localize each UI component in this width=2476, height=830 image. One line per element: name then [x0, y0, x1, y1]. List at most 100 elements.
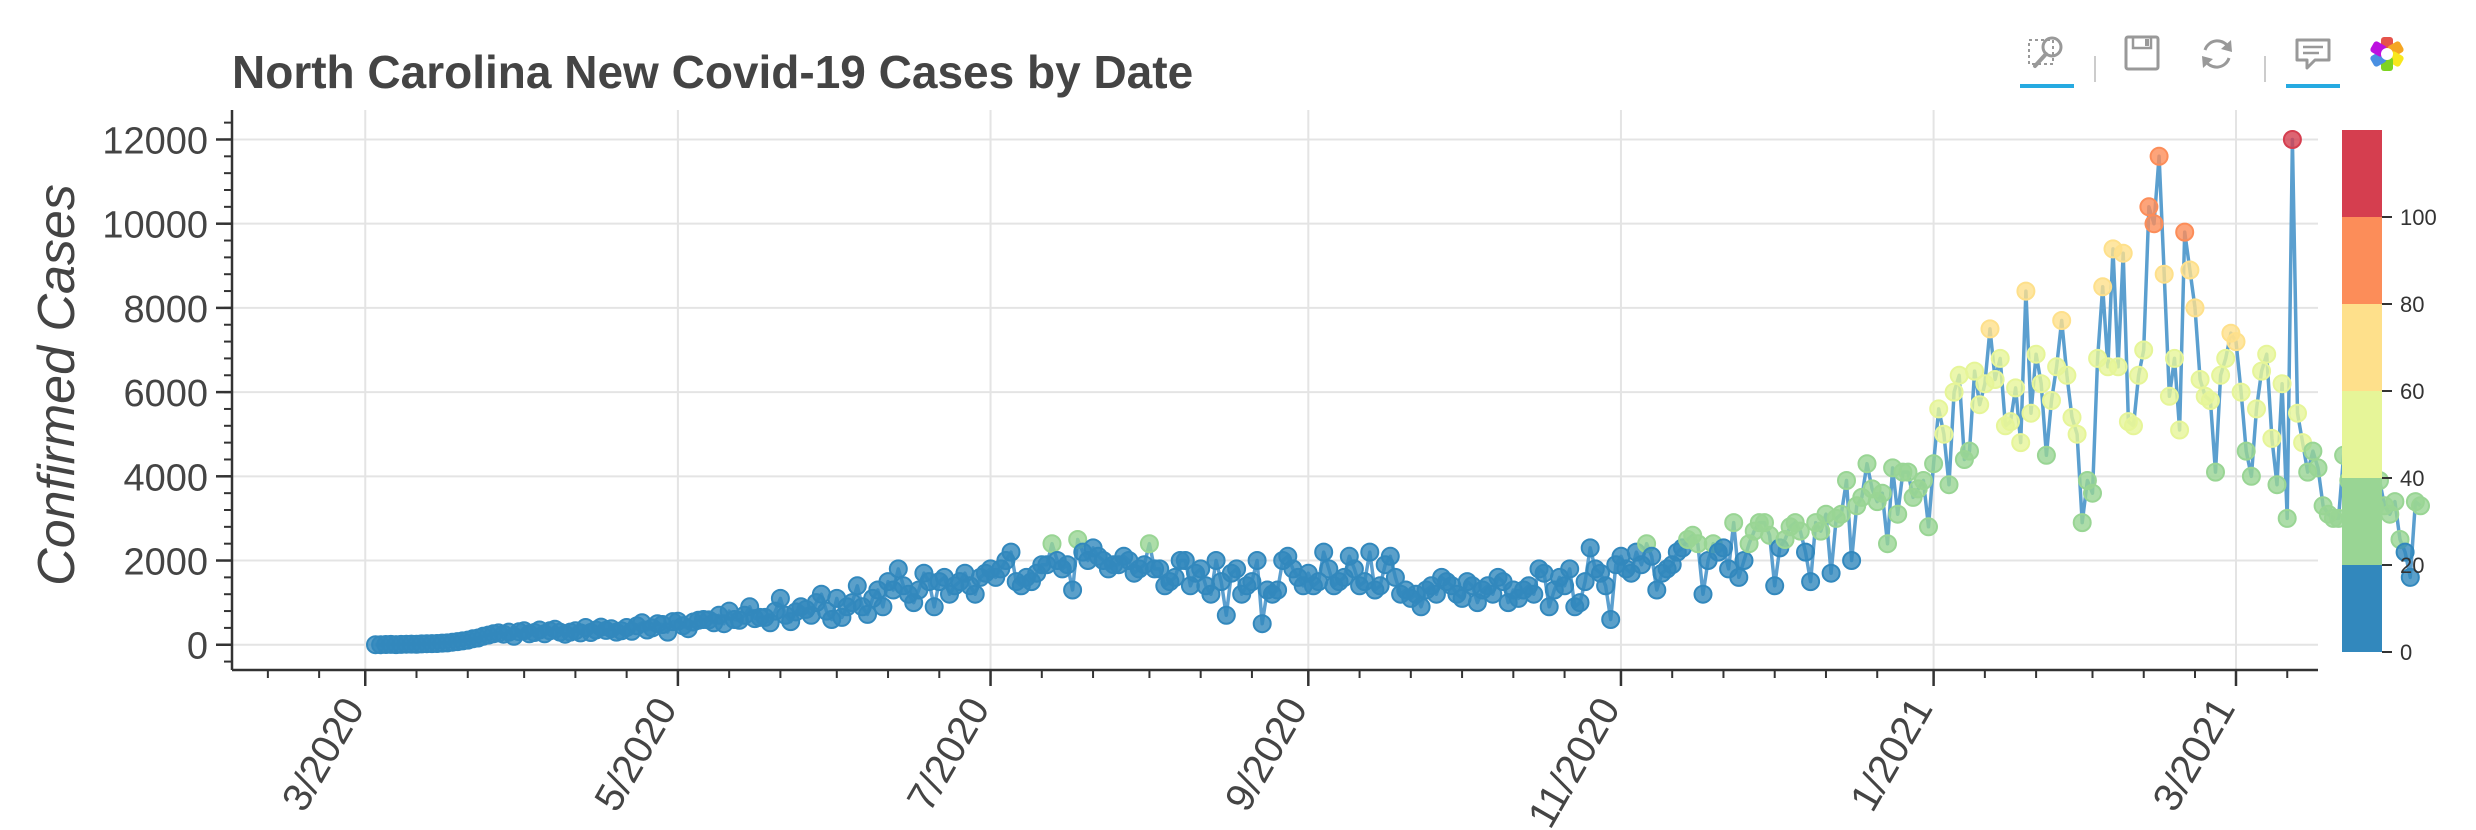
reset-icon — [2202, 39, 2232, 69]
data-point — [2400, 567, 2420, 587]
data-point — [1729, 567, 1749, 587]
data-point — [1924, 454, 1944, 474]
box-zoom-icon — [2028, 36, 2063, 68]
data-point — [1534, 563, 1554, 583]
data-point — [1139, 534, 1159, 554]
hover-tool[interactable] — [2286, 32, 2340, 88]
data-point — [1872, 483, 1892, 503]
data-point — [2067, 424, 2087, 444]
data-point — [1483, 584, 1503, 604]
data-point — [2149, 146, 2169, 166]
data-point — [2154, 264, 2174, 284]
data-point — [1985, 370, 2005, 389]
data-point — [2272, 374, 2292, 394]
data-point — [811, 584, 831, 604]
axes: 0 2000 4000 6000 8000 10000 12000 3/2020 5/2020 7… — [102, 110, 2318, 830]
data-point — [965, 584, 985, 604]
data-point — [1647, 580, 1667, 600]
save-tool[interactable] — [2116, 32, 2170, 88]
data-point — [1411, 597, 1431, 617]
data-point — [2042, 391, 2061, 410]
data-point — [2257, 344, 2277, 364]
data-point — [1206, 551, 1226, 570]
data-point — [1227, 559, 1247, 579]
data-point — [924, 597, 944, 617]
bokeh-logo-icon — [2370, 37, 2404, 71]
data-point — [1596, 576, 1616, 596]
data-point — [2057, 365, 2077, 385]
data-point — [1842, 551, 1862, 570]
data-point — [1580, 538, 1600, 558]
data-point — [1934, 424, 1954, 444]
data-point — [1042, 534, 1062, 554]
data-point — [2241, 466, 2261, 486]
hover-tooltip-icon — [2295, 38, 2331, 70]
color-bar-tick-label: 40 — [2400, 466, 2424, 491]
y-tick-label: 2000 — [123, 542, 208, 584]
data-point — [2108, 357, 2128, 377]
data-point — [1165, 567, 1185, 587]
data-point — [2288, 403, 2307, 423]
data-point — [1888, 504, 1908, 524]
data-point — [1575, 572, 1595, 592]
chart-title: North Carolina New Covid-19 Cases by Dat… — [232, 46, 1193, 98]
color-bar-segment — [2342, 391, 2382, 478]
data-point — [2139, 197, 2159, 217]
data-point — [2180, 260, 2200, 280]
data-point — [1965, 361, 1985, 381]
y-tick-label: 4000 — [123, 457, 208, 499]
data-point — [2062, 407, 2082, 427]
data-point — [1878, 534, 1897, 554]
data-point — [2124, 416, 2143, 436]
data-point — [1063, 580, 1083, 600]
data-point — [2134, 340, 2154, 360]
data-point — [1252, 614, 1272, 634]
data-point — [1821, 563, 1841, 583]
color-bar-tick-label: 0 — [2400, 640, 2412, 665]
data-point — [1216, 605, 1236, 625]
toolbar-divider — [2094, 56, 2096, 82]
data-point — [1360, 542, 1380, 562]
data-point — [1314, 542, 1334, 562]
data-point — [2385, 492, 2405, 512]
data-point — [2165, 348, 2184, 368]
x-tick-label: 1/2021 — [1842, 691, 1941, 819]
data-point — [1601, 610, 1621, 629]
data-point — [1929, 399, 1949, 419]
data-point — [2206, 462, 2225, 482]
data-point — [2226, 332, 2246, 352]
color-bar-segment — [2342, 478, 2382, 565]
data-point — [858, 604, 877, 624]
data-point — [1960, 441, 1979, 461]
data-point — [1191, 559, 1211, 579]
data-point — [873, 597, 893, 617]
data-point — [2036, 445, 2056, 465]
data-point — [2216, 348, 2236, 368]
data-point — [2247, 399, 2266, 419]
bokeh-logo[interactable] — [2360, 32, 2414, 88]
color-bar-segment — [2342, 565, 2382, 652]
data-point — [2267, 475, 2287, 495]
box-zoom-tool[interactable] — [2020, 32, 2074, 88]
data-point — [1801, 572, 1821, 592]
chart-toolbar — [2020, 32, 2414, 92]
data-point — [1765, 576, 1785, 596]
data-point — [1370, 576, 1390, 596]
color-bar-tick-label: 60 — [2400, 379, 2424, 404]
data-point — [1790, 521, 1810, 541]
data-point — [2308, 458, 2328, 478]
data-point — [2277, 508, 2297, 528]
reset-tool[interactable] — [2190, 32, 2244, 88]
data-point — [2031, 374, 2051, 394]
data-point — [1242, 572, 1262, 592]
data-point — [2011, 433, 2031, 453]
data-point — [2129, 365, 2149, 385]
data-point — [1319, 559, 1339, 579]
x-tick-label: 9/2020 — [1217, 691, 1316, 819]
data-point — [1944, 382, 1964, 402]
save-icon — [2124, 35, 2160, 71]
data-point — [2001, 412, 2020, 432]
data-point — [2231, 382, 2251, 402]
data-point — [1570, 593, 1590, 613]
data-point — [2411, 496, 2430, 516]
